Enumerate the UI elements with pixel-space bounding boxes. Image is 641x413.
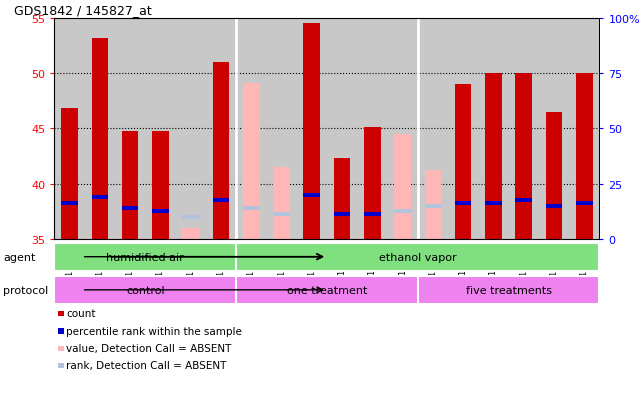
Bar bbox=[364, 212, 381, 216]
Bar bbox=[236, 243, 599, 271]
Bar bbox=[213, 63, 229, 240]
Text: GDS1842 / 145827_at: GDS1842 / 145827_at bbox=[13, 5, 151, 17]
Bar bbox=[576, 201, 592, 205]
Bar bbox=[54, 276, 236, 304]
Bar bbox=[545, 204, 562, 208]
Bar bbox=[418, 276, 599, 304]
Bar bbox=[334, 212, 351, 216]
Text: value, Detection Call = ABSENT: value, Detection Call = ABSENT bbox=[66, 343, 231, 353]
Text: protocol: protocol bbox=[3, 285, 49, 295]
Text: count: count bbox=[66, 309, 96, 318]
Text: one treatment: one treatment bbox=[287, 285, 367, 295]
Text: five treatments: five treatments bbox=[465, 285, 551, 295]
Bar bbox=[243, 84, 260, 240]
Text: humidified air: humidified air bbox=[106, 252, 184, 262]
Bar bbox=[455, 201, 471, 205]
Bar bbox=[122, 131, 138, 240]
Bar bbox=[183, 228, 199, 240]
Bar bbox=[515, 199, 532, 203]
Bar bbox=[485, 201, 502, 205]
Text: ethanol vapor: ethanol vapor bbox=[379, 252, 456, 262]
Text: rank, Detection Call = ABSENT: rank, Detection Call = ABSENT bbox=[66, 361, 226, 370]
Bar bbox=[152, 131, 169, 240]
Bar bbox=[303, 193, 320, 197]
Bar bbox=[152, 210, 169, 214]
Bar bbox=[394, 210, 411, 214]
Bar bbox=[243, 206, 260, 211]
Bar bbox=[273, 168, 290, 240]
Bar bbox=[515, 74, 532, 240]
Bar bbox=[213, 199, 229, 203]
Bar bbox=[273, 212, 290, 216]
Bar bbox=[62, 201, 78, 205]
Bar bbox=[303, 24, 320, 240]
Bar bbox=[62, 109, 78, 240]
Bar bbox=[183, 216, 199, 219]
Bar bbox=[455, 85, 471, 240]
Bar bbox=[394, 135, 411, 240]
Bar bbox=[54, 243, 236, 271]
Bar bbox=[364, 128, 381, 240]
Text: control: control bbox=[126, 285, 165, 295]
Bar bbox=[122, 206, 138, 211]
Bar bbox=[334, 159, 351, 240]
Bar bbox=[92, 196, 108, 199]
Text: agent: agent bbox=[3, 252, 36, 262]
Bar bbox=[485, 74, 502, 240]
Bar bbox=[92, 38, 108, 240]
Bar bbox=[424, 204, 441, 208]
Bar bbox=[236, 276, 418, 304]
Bar bbox=[424, 171, 441, 240]
Bar bbox=[545, 112, 562, 240]
Bar bbox=[576, 74, 592, 240]
Text: percentile rank within the sample: percentile rank within the sample bbox=[66, 326, 242, 336]
